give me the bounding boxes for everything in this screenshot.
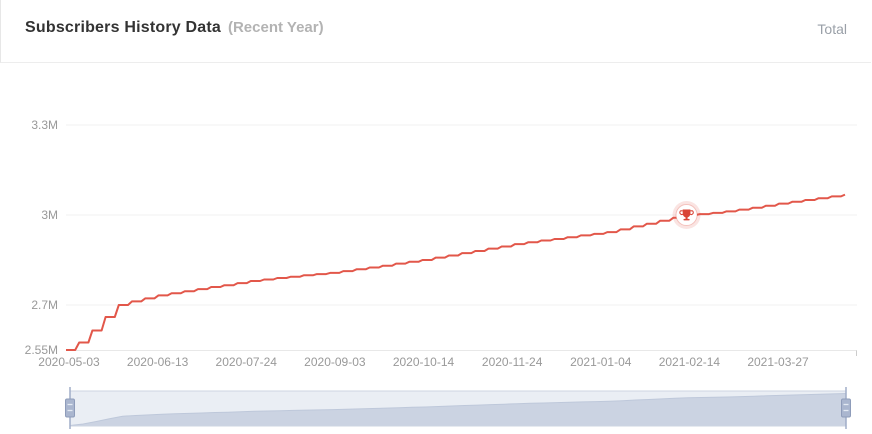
milestone-trophy-marker[interactable] <box>672 201 701 229</box>
y-axis-label: 3M <box>41 208 58 222</box>
slider-data-shadow <box>70 393 846 426</box>
y-axis-label: 2.55M <box>24 343 58 357</box>
slider-left-handle[interactable] <box>65 387 75 429</box>
subscribers-series-line <box>66 193 846 351</box>
card-header: Subscribers History Data (Recent Year) To… <box>0 0 871 63</box>
page-title: Subscribers History Data <box>25 19 221 36</box>
x-axis-label: 2020-11-24 <box>481 355 543 369</box>
x-axis-label: 2020-09-03 <box>304 355 366 369</box>
x-axis-label: 2020-10-14 <box>392 355 455 369</box>
x-axis-label: 2021-03-27 <box>747 355 809 369</box>
x-axis-label: 2021-02-14 <box>658 355 721 369</box>
slider-selected-range[interactable] <box>69 390 847 427</box>
y-axis-label: 3.3M <box>31 118 58 132</box>
slider-right-handle[interactable] <box>841 387 851 429</box>
slider-data-shadow-line <box>69 393 847 426</box>
legend-item-total[interactable]: Total <box>817 21 847 37</box>
card-title-wrap: Subscribers History Data (Recent Year) <box>25 19 324 37</box>
x-axis-label: 2021-01-04 <box>570 355 632 369</box>
datazoom-slider[interactable] <box>65 387 851 429</box>
page-subtitle: (Recent Year) <box>227 19 324 36</box>
x-axis-label: 2020-05-03 <box>38 355 100 369</box>
x-axis-label: 2020-06-13 <box>126 355 189 369</box>
x-axis-label: 2020-07-24 <box>215 355 277 369</box>
trophy-icon <box>679 209 694 221</box>
y-axis-label: 2.7M <box>31 298 58 312</box>
